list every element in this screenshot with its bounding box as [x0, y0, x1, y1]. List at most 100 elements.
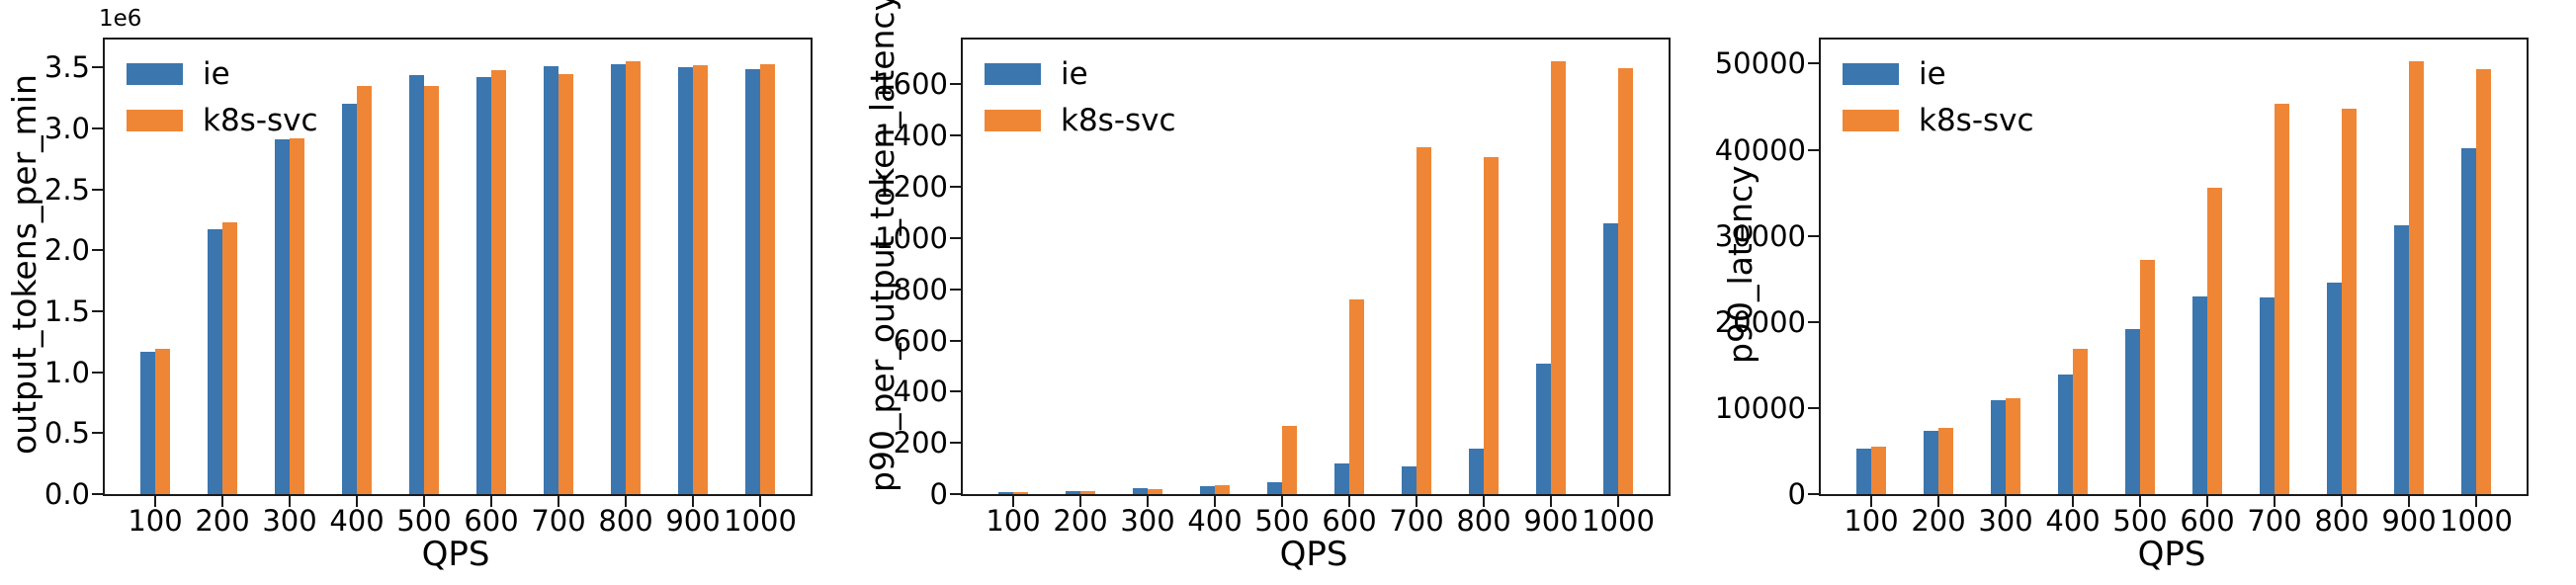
y-tick-label: 20000 — [1714, 304, 1806, 339]
plot-area: ie k8s-svc 0 200 400 600 800 1000 1200 1400 1600 1… — [875, 38, 1671, 536]
x-tick-label: 800 — [2314, 504, 2369, 538]
x-tick — [1937, 496, 1939, 507]
bar-k8s-svc — [1080, 491, 1095, 494]
y-tick-label: 0 — [929, 477, 948, 511]
x-tick-label: 900 — [1523, 504, 1579, 538]
x-tick — [221, 496, 223, 507]
bar-k8s-svc — [424, 85, 439, 494]
bar-k8s-svc — [1618, 67, 1633, 494]
y-tick — [1808, 62, 1819, 65]
bar-k8s-svc — [1013, 492, 1028, 494]
bar-k8s-svc — [1484, 157, 1499, 494]
subplot-p90-latency: p90_latency ie k8s-svc 0 10000 20000 30000 40… — [1714, 0, 2574, 585]
x-tick — [2475, 496, 2477, 507]
bar-ie — [2461, 147, 2476, 494]
bar-ie — [140, 351, 155, 494]
x-tick — [692, 496, 694, 507]
x-axis-label: QPS — [1279, 535, 1348, 574]
bar-ie — [1267, 481, 1282, 494]
bar-ie — [409, 74, 424, 494]
legend-entry-label: ie — [1061, 56, 1088, 92]
legend-entry: k8s-svc — [985, 104, 1176, 137]
x-tick — [1348, 496, 1350, 507]
x-tick — [1012, 496, 1014, 507]
y-tick-label: 1000 — [875, 220, 948, 255]
y-axis-offset-label: 1e6 — [99, 6, 142, 32]
y-tick — [950, 493, 961, 495]
y-tick — [1808, 148, 1819, 151]
x-axis-label: QPS — [2137, 535, 2206, 574]
x-tick — [154, 496, 156, 507]
x-tick — [558, 496, 559, 507]
x-tick — [1214, 496, 1216, 507]
y-tick — [950, 442, 961, 445]
x-tick-label: 400 — [2045, 504, 2101, 538]
y-tick-label: 30000 — [1714, 218, 1806, 253]
legend: ie k8s-svc — [985, 57, 1176, 150]
y-tick-label: 1200 — [875, 170, 948, 204]
bar-k8s-svc — [2140, 260, 2155, 494]
x-tick — [1483, 496, 1485, 507]
y-tick — [950, 390, 961, 393]
y-tick — [92, 66, 103, 69]
x-tick-label: 100 — [1844, 504, 1899, 538]
legend-entry-label: ie — [1919, 56, 1946, 92]
x-tick — [2341, 496, 2343, 507]
x-tick-label: 300 — [1978, 504, 2033, 538]
x-axis-label: QPS — [421, 535, 490, 574]
bar-ie — [2260, 297, 2275, 494]
bar-k8s-svc — [2207, 187, 2222, 494]
y-tick — [950, 288, 961, 291]
x-tick — [1416, 496, 1417, 507]
y-tick — [92, 371, 103, 374]
bar-k8s-svc — [491, 69, 506, 494]
x-tick-label: 900 — [665, 504, 721, 538]
bar-k8s-svc — [1938, 427, 1953, 494]
subplot-output-tokens-per-min: 1e6 output_tokens_per_min ie k8s-svc 0.0 0… — [0, 0, 858, 585]
bar-ie — [745, 68, 760, 494]
bar-k8s-svc — [760, 63, 775, 494]
y-tick — [92, 432, 103, 435]
bar-k8s-svc — [2342, 108, 2357, 494]
y-tick-label: 1.5 — [43, 294, 90, 328]
x-tick — [759, 496, 761, 507]
y-axis-label: p90_per_output_token_latency — [863, 0, 902, 492]
y-tick — [1808, 234, 1819, 237]
y-tick-label: 0 — [1787, 477, 1806, 511]
x-tick-label: 700 — [531, 504, 586, 538]
bar-k8s-svc — [222, 222, 237, 494]
x-tick-label: 300 — [1120, 504, 1175, 538]
bar-k8s-svc — [2476, 68, 2491, 494]
x-tick — [2005, 496, 2007, 507]
x-tick-label: 600 — [464, 504, 519, 538]
y-axis-label: output_tokens_per_min — [5, 74, 43, 456]
y-tick — [1808, 493, 1819, 495]
legend-swatch-ie — [985, 63, 1041, 86]
y-tick — [1808, 406, 1819, 409]
y-tick — [950, 236, 961, 239]
x-tick-label: 900 — [2381, 504, 2437, 538]
x-tick-label: 200 — [1053, 504, 1108, 538]
x-tick-label: 500 — [396, 504, 452, 538]
bar-k8s-svc — [626, 61, 641, 494]
bar-ie — [275, 139, 290, 494]
x-tick — [2408, 496, 2410, 507]
bar-k8s-svc — [1349, 299, 1364, 494]
y-tick — [950, 134, 961, 137]
bar-k8s-svc — [2006, 398, 2020, 494]
x-tick — [2139, 496, 2141, 507]
legend-entry-label: k8s-svc — [1919, 103, 2034, 139]
y-tick-label: 1400 — [875, 119, 948, 153]
x-tick-label: 1000 — [1582, 504, 1655, 538]
bar-ie — [1603, 223, 1618, 494]
y-tick-label: 600 — [893, 323, 948, 358]
legend-swatch-k8s-svc — [127, 110, 183, 132]
y-tick-label: 50000 — [1714, 46, 1806, 81]
bar-ie — [1402, 466, 1417, 494]
bar-ie — [998, 491, 1013, 494]
y-tick — [950, 83, 961, 86]
bar-k8s-svc — [155, 349, 170, 494]
bar-k8s-svc — [1551, 61, 1566, 494]
y-tick-label: 800 — [893, 272, 948, 306]
